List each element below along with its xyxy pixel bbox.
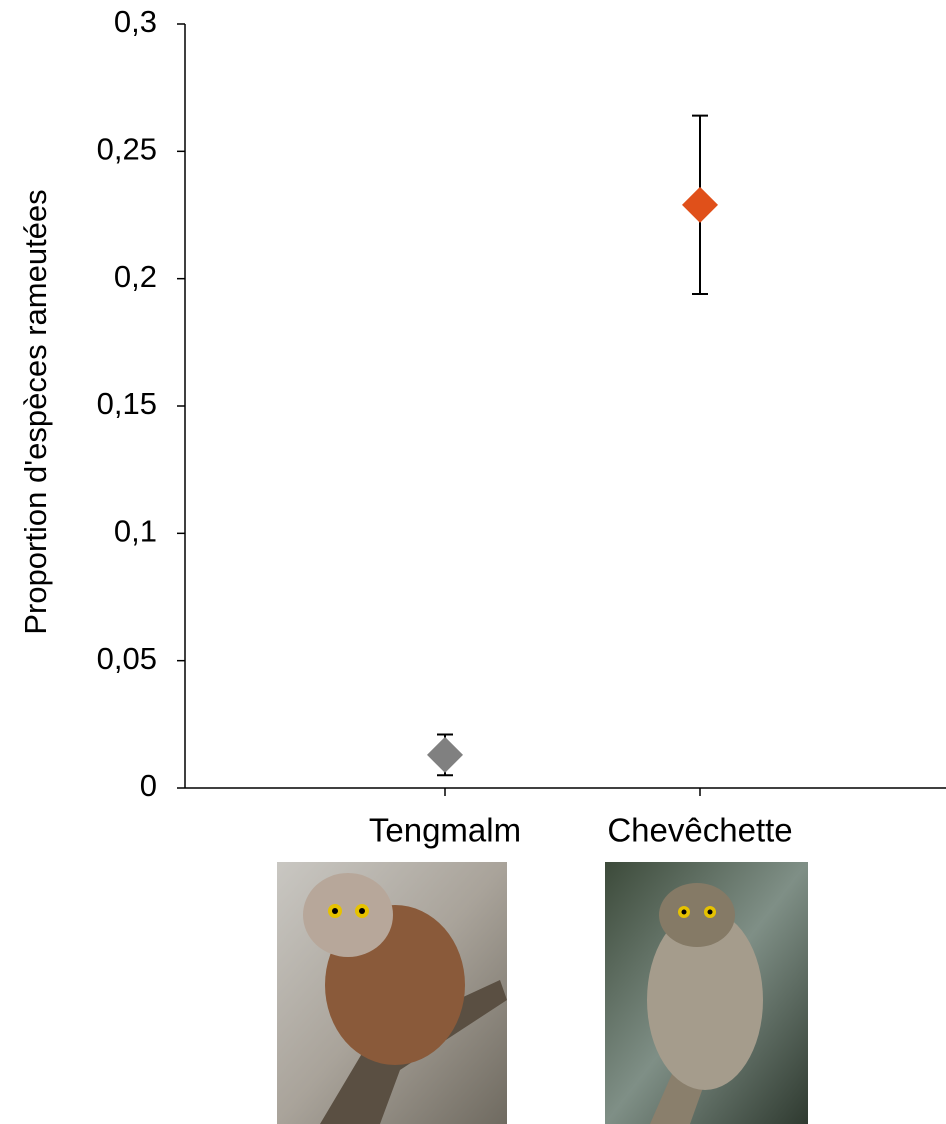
x-tick-label: Tengmalm [369,812,521,849]
marker [427,736,463,773]
y-tick-label: 0,2 [114,259,157,294]
marker [682,186,718,223]
x-tick-label: Chevêchette [607,812,792,849]
y-axis-label: Proportion d'espèces rameutées [18,189,53,634]
photo-tengmalm [277,862,507,1124]
y-tick-label: 0 [140,768,157,803]
y-tick-label: 0,1 [114,514,157,549]
y-tick-label: 0,05 [97,641,157,676]
photo-chevechette [605,862,808,1124]
y-tick-label: 0,3 [114,4,157,39]
y-tick-label: 0,25 [97,132,157,167]
y-tick-label: 0,15 [97,386,157,421]
